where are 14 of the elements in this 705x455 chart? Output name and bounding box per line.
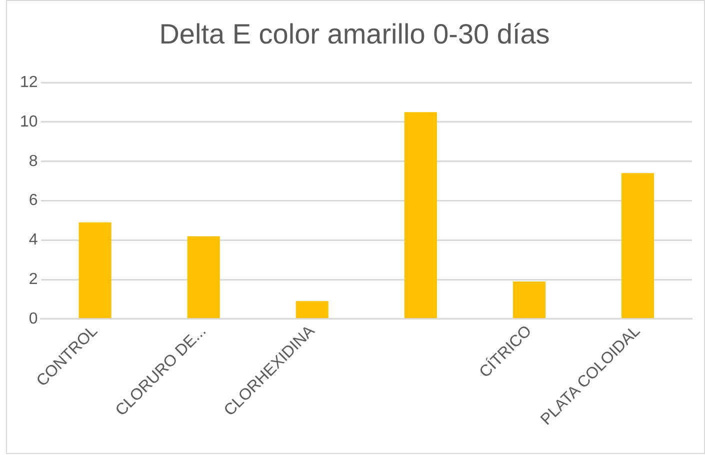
y-tick-label: 8 xyxy=(28,152,38,170)
y-tick-label: 0 xyxy=(28,310,38,328)
y-tick-label: 12 xyxy=(20,74,38,92)
bar xyxy=(78,222,112,318)
y-tick-label: 2 xyxy=(28,270,38,288)
bar xyxy=(296,301,328,318)
chart-title: Delta E color amarillo 0-30 días xyxy=(159,18,550,50)
y-tick-label: 4 xyxy=(28,232,38,249)
bar xyxy=(187,236,220,318)
y-tick-label: 10 xyxy=(20,113,38,130)
bar xyxy=(404,112,437,318)
bar xyxy=(512,281,546,318)
y-tick-label: 6 xyxy=(28,192,38,210)
bar xyxy=(621,173,654,318)
